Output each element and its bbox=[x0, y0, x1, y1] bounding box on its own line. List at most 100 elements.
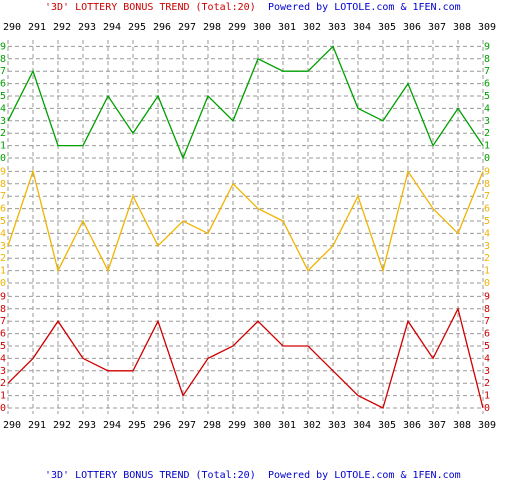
x-tick-label: 309 bbox=[478, 22, 496, 33]
x-tick-label: 293 bbox=[78, 22, 96, 33]
x-tick-label: 290 bbox=[3, 22, 21, 33]
y-tick-label: 4 bbox=[0, 228, 6, 239]
y-tick-label: 1 bbox=[484, 391, 490, 402]
y-tick-label: 0 bbox=[484, 278, 490, 289]
x-tick-label: 300 bbox=[253, 420, 271, 431]
y-tick-label: 3 bbox=[0, 241, 6, 252]
x-tick-label: 298 bbox=[203, 22, 221, 33]
y-tick-label: 8 bbox=[0, 304, 6, 315]
y-tick-label: 2 bbox=[0, 378, 6, 389]
x-tick-label: 297 bbox=[178, 22, 196, 33]
y-tick-label: 6 bbox=[0, 204, 6, 215]
x-tick-label: 296 bbox=[153, 420, 171, 431]
x-tick-label: 294 bbox=[103, 420, 121, 431]
y-tick-label: 2 bbox=[484, 253, 490, 264]
x-tick-label: 303 bbox=[328, 420, 346, 431]
x-tick-label: 302 bbox=[303, 420, 321, 431]
y-tick-label: 5 bbox=[484, 91, 490, 102]
x-tick-label: 291 bbox=[28, 420, 46, 431]
x-tick-label: 296 bbox=[153, 22, 171, 33]
y-tick-label: 8 bbox=[0, 54, 6, 65]
y-tick-label: 1 bbox=[0, 391, 6, 402]
x-tick-label: 294 bbox=[103, 22, 121, 33]
x-tick-label: 304 bbox=[353, 420, 371, 431]
y-tick-label: 7 bbox=[484, 66, 490, 77]
x-tick-label: 307 bbox=[428, 420, 446, 431]
y-tick-label: 8 bbox=[484, 179, 490, 190]
x-tick-label: 297 bbox=[178, 420, 196, 431]
y-tick-label: 6 bbox=[484, 329, 490, 340]
x-tick-label: 308 bbox=[453, 420, 471, 431]
y-tick-label: 1 bbox=[0, 266, 6, 277]
chart-title-bottom: '3D' LOTTERY BONUS TREND (Total:20) bbox=[45, 470, 256, 481]
y-tick-label: 7 bbox=[484, 191, 490, 202]
chart-subtitle: Powered by LOTOLE.com & 1FEN.com bbox=[268, 2, 461, 13]
chart-subtitle-bottom: Powered by LOTOLE.com & 1FEN.com bbox=[268, 470, 461, 481]
y-tick-label: 9 bbox=[484, 166, 490, 177]
x-tick-label: 299 bbox=[228, 420, 246, 431]
y-tick-label: 1 bbox=[0, 141, 6, 152]
chart-title: '3D' LOTTERY BONUS TREND (Total:20) bbox=[45, 2, 256, 13]
y-tick-label: 6 bbox=[0, 329, 6, 340]
y-tick-label: 5 bbox=[0, 216, 6, 227]
y-tick-label: 4 bbox=[484, 353, 490, 364]
y-tick-label: 9 bbox=[0, 41, 6, 52]
y-tick-label: 2 bbox=[0, 253, 6, 264]
y-tick-label: 3 bbox=[0, 116, 6, 127]
y-tick-label: 5 bbox=[484, 341, 490, 352]
y-tick-label: 3 bbox=[484, 241, 490, 252]
y-tick-label: 9 bbox=[0, 166, 6, 177]
y-tick-label: 6 bbox=[484, 79, 490, 90]
x-tick-label: 290 bbox=[3, 420, 21, 431]
x-tick-label: 306 bbox=[403, 22, 421, 33]
x-tick-label: 298 bbox=[203, 420, 221, 431]
y-tick-label: 2 bbox=[484, 378, 490, 389]
y-tick-label: 8 bbox=[484, 304, 490, 315]
x-tick-label: 305 bbox=[378, 420, 396, 431]
y-tick-label: 0 bbox=[484, 153, 490, 164]
y-tick-label: 6 bbox=[0, 79, 6, 90]
x-tick-label: 308 bbox=[453, 22, 471, 33]
y-tick-label: 5 bbox=[0, 341, 6, 352]
x-tick-label: 301 bbox=[278, 420, 296, 431]
y-tick-label: 4 bbox=[484, 228, 490, 239]
y-tick-label: 0 bbox=[0, 403, 6, 414]
x-tick-label: 305 bbox=[378, 22, 396, 33]
y-tick-label: 4 bbox=[0, 353, 6, 364]
x-tick-label: 304 bbox=[353, 22, 371, 33]
x-tick-label: 292 bbox=[53, 420, 71, 431]
x-tick-label: 295 bbox=[128, 420, 146, 431]
y-tick-label: 0 bbox=[484, 403, 490, 414]
y-tick-label: 2 bbox=[484, 128, 490, 139]
trend-line bbox=[7, 169, 484, 273]
y-tick-label: 6 bbox=[484, 204, 490, 215]
x-tick-label: 300 bbox=[253, 22, 271, 33]
x-tick-label: 293 bbox=[78, 420, 96, 431]
y-tick-label: 7 bbox=[484, 316, 490, 327]
y-tick-label: 1 bbox=[484, 141, 490, 152]
y-tick-label: 3 bbox=[484, 366, 490, 377]
y-tick-label: 3 bbox=[0, 366, 6, 377]
y-tick-label: 5 bbox=[484, 216, 490, 227]
x-tick-label: 307 bbox=[428, 22, 446, 33]
x-tick-label: 306 bbox=[403, 420, 421, 431]
x-tick-label: 301 bbox=[278, 22, 296, 33]
y-tick-label: 3 bbox=[484, 116, 490, 127]
y-tick-label: 9 bbox=[484, 41, 490, 52]
y-tick-label: 5 bbox=[0, 91, 6, 102]
x-tick-label: 303 bbox=[328, 22, 346, 33]
y-tick-label: 8 bbox=[0, 179, 6, 190]
y-tick-label: 7 bbox=[0, 191, 6, 202]
x-tick-label: 309 bbox=[478, 420, 496, 431]
y-tick-label: 4 bbox=[484, 103, 490, 114]
x-tick-label: 299 bbox=[228, 22, 246, 33]
y-tick-label: 0 bbox=[0, 278, 6, 289]
x-tick-label: 302 bbox=[303, 22, 321, 33]
y-tick-label: 7 bbox=[0, 66, 6, 77]
trend-line bbox=[7, 45, 484, 160]
y-tick-label: 9 bbox=[0, 291, 6, 302]
x-tick-label: 291 bbox=[28, 22, 46, 33]
y-tick-label: 2 bbox=[0, 128, 6, 139]
y-tick-label: 8 bbox=[484, 54, 490, 65]
